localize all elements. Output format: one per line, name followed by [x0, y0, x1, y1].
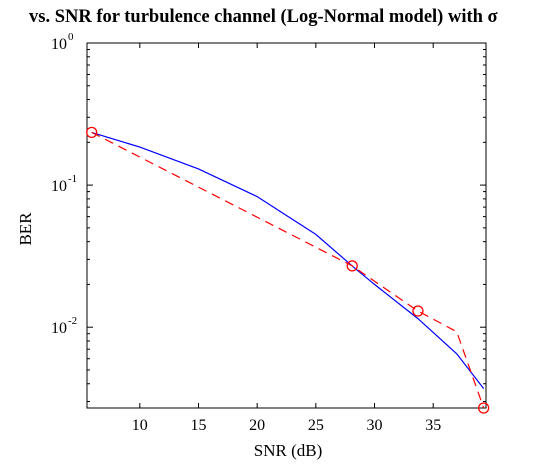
y-axis-label: BER — [16, 212, 35, 246]
series-line-1 — [91, 131, 485, 389]
x-tick-label: 25 — [308, 417, 324, 434]
chart-title: vs. SNR for turbulence channel (Log-Norm… — [29, 7, 498, 27]
y-tick-exponent: 0 — [68, 31, 74, 43]
x-tick-label: 30 — [367, 417, 383, 434]
y-tick-exponent: -1 — [68, 173, 77, 185]
x-axis-label: SNR (dB) — [254, 441, 322, 460]
x-tick-label: 20 — [249, 417, 265, 434]
y-tick-label: 10 — [51, 36, 67, 53]
axes-frame — [86, 42, 487, 409]
plot-area — [86, 42, 490, 414]
y-tick-label: 10 — [51, 178, 67, 195]
series-marker — [412, 305, 424, 317]
series-marker — [478, 402, 490, 414]
x-tick-label: 35 — [425, 417, 441, 434]
y-tick-exponent: -2 — [68, 315, 77, 327]
series-marker — [346, 260, 358, 272]
series-line-2 — [91, 131, 485, 409]
x-tick-label: 10 — [132, 417, 148, 434]
x-tick-label: 15 — [190, 417, 206, 434]
series-marker — [86, 126, 98, 139]
y-tick-label: 10 — [51, 320, 67, 337]
